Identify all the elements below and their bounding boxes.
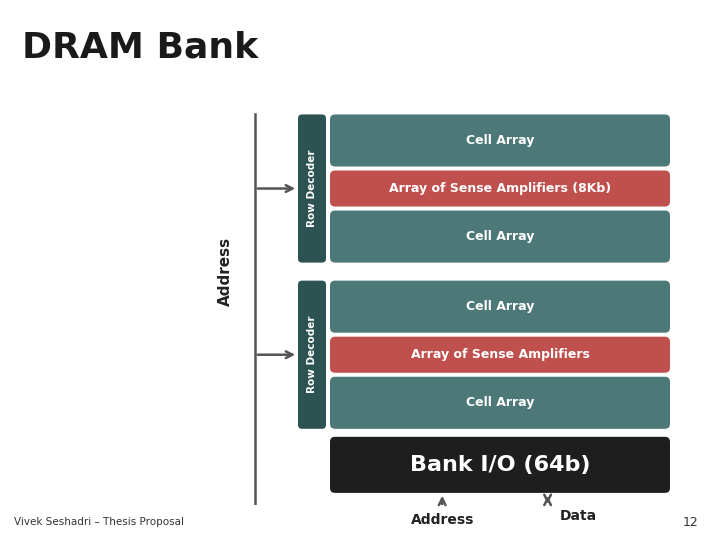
FancyBboxPatch shape bbox=[330, 281, 670, 333]
Text: Cell Array: Cell Array bbox=[466, 300, 534, 313]
Text: Row Decoder: Row Decoder bbox=[307, 150, 317, 227]
FancyBboxPatch shape bbox=[330, 171, 670, 206]
FancyBboxPatch shape bbox=[330, 437, 670, 493]
Text: DRAM Bank: DRAM Bank bbox=[22, 31, 258, 64]
Text: Bank I/O (64b): Bank I/O (64b) bbox=[410, 455, 590, 475]
Text: Array of Sense Amplifiers (8Kb): Array of Sense Amplifiers (8Kb) bbox=[389, 182, 611, 195]
Text: Cell Array: Cell Array bbox=[466, 230, 534, 243]
FancyBboxPatch shape bbox=[330, 337, 670, 373]
Text: 12: 12 bbox=[683, 516, 698, 529]
Text: Cell Array: Cell Array bbox=[466, 134, 534, 147]
Text: Cell Array: Cell Array bbox=[466, 396, 534, 409]
Text: Address: Address bbox=[410, 513, 474, 527]
Text: Row Decoder: Row Decoder bbox=[307, 316, 317, 394]
Text: Vivek Seshadri – Thesis Proposal: Vivek Seshadri – Thesis Proposal bbox=[14, 517, 184, 528]
Text: Data: Data bbox=[559, 509, 597, 523]
Text: Array of Sense Amplifiers: Array of Sense Amplifiers bbox=[410, 348, 590, 361]
FancyBboxPatch shape bbox=[330, 114, 670, 166]
Text: Address: Address bbox=[217, 237, 233, 306]
FancyBboxPatch shape bbox=[298, 281, 326, 429]
FancyBboxPatch shape bbox=[298, 114, 326, 262]
FancyBboxPatch shape bbox=[330, 377, 670, 429]
FancyBboxPatch shape bbox=[330, 211, 670, 262]
